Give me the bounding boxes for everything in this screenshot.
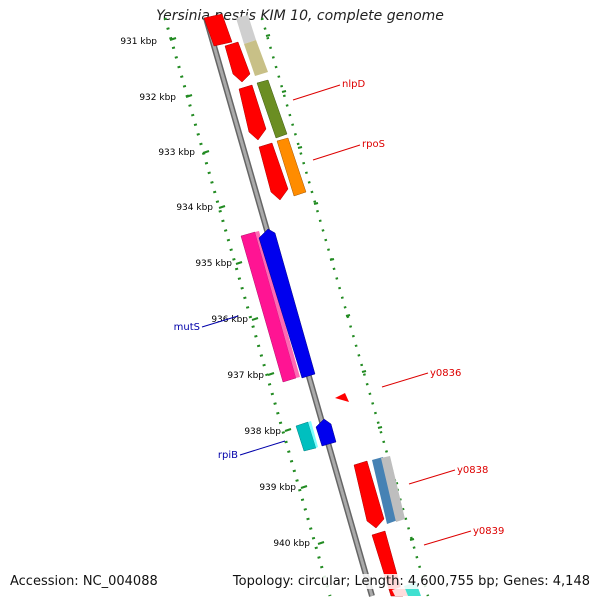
outer-tick <box>281 90 287 93</box>
gene-annotation-block[interactable] <box>381 456 405 522</box>
kbp-label: 939 kbp <box>259 483 296 493</box>
outer-tick <box>329 258 335 261</box>
outer-tick <box>265 34 271 37</box>
callout-line-nlpD <box>292 84 341 101</box>
gene-cds-y0838[interactable] <box>353 460 385 529</box>
gene-feature-y0838[interactable] <box>372 457 398 524</box>
callout-line-rpoS <box>312 144 361 161</box>
gene-cds-rpiB[interactable] <box>315 418 337 447</box>
kbp-tick-940 <box>317 541 325 545</box>
gene-label-rpiB[interactable]: rpiB <box>218 450 238 461</box>
kbp-tick-934 <box>218 205 226 209</box>
outer-tick <box>313 202 319 205</box>
callout-line-rpiB <box>239 440 286 456</box>
kbp-label: 940 kbp <box>273 539 310 549</box>
map-title: Yersinia pestis KIM 10, complete genome <box>156 8 444 24</box>
kbp-tick-935 <box>235 261 243 265</box>
forward-strand-features <box>203 13 421 597</box>
kbp-major-ticks <box>169 37 325 545</box>
kbp-tick-938 <box>284 428 292 432</box>
kbp-tick-937 <box>267 372 275 376</box>
inner-dotted-ring <box>163 17 332 597</box>
kbp-label: 936 kbp <box>211 315 248 325</box>
gene-cds-mutS-reverse[interactable] <box>258 228 316 379</box>
gene-feature-nlpD[interactable] <box>256 79 288 139</box>
kbp-label: 935 kbp <box>195 259 232 269</box>
kbp-label: 934 kbp <box>176 203 213 213</box>
gene-label-y0838[interactable]: y0838 <box>457 465 488 476</box>
gene-callouts <box>201 84 472 546</box>
reverse-strand-features <box>240 228 337 452</box>
gene-label-mutS[interactable]: mutS <box>174 322 200 333</box>
outer-tick <box>377 426 383 429</box>
outer-tick <box>409 538 415 541</box>
kbp-tick-931 <box>169 37 177 41</box>
gene-label-nlpD[interactable]: nlpD <box>342 79 365 90</box>
kbp-tick-939 <box>300 485 308 489</box>
gene-cds-y0836[interactable] <box>335 393 349 402</box>
kbp-tick-933 <box>202 150 210 154</box>
kbp-label: 932 kbp <box>139 93 176 103</box>
gene-feature-rpiB-edge <box>308 421 318 448</box>
gene-label-y0839[interactable]: y0839 <box>473 526 504 537</box>
gene-cds-rpoS[interactable] <box>258 142 289 201</box>
inner-tick-ring: 931 kbp 932 kbp 933 kbp 934 kbp 935 kbp … <box>120 17 332 597</box>
gene-label-y0836[interactable]: y0836 <box>430 368 461 379</box>
accession-text: Accession: NC_004088 <box>10 574 158 589</box>
kbp-label: 931 kbp <box>120 37 157 47</box>
kbp-label: 938 kbp <box>244 427 281 437</box>
kbp-label: 933 kbp <box>158 148 195 158</box>
callout-line-y0836 <box>381 372 429 388</box>
outer-major-ticks <box>265 34 415 541</box>
gene-cds-forward[interactable] <box>224 41 251 83</box>
kbp-tick-936 <box>251 317 259 321</box>
kbp-labels: 931 kbp 932 kbp 933 kbp 934 kbp 935 kbp … <box>120 37 310 549</box>
outer-tick <box>297 146 303 149</box>
outer-tick <box>345 314 351 317</box>
gene-cds-forward[interactable] <box>203 13 233 47</box>
callout-line-y0838 <box>408 469 456 485</box>
callout-line-mutS <box>201 315 239 328</box>
gene-label-rpoS[interactable]: rpoS <box>362 139 385 150</box>
topology-text: Topology: circular; Length: 4,600,755 bp… <box>232 574 590 589</box>
gene-feature-mutS-edge <box>255 231 300 378</box>
gene-cds-nlpD[interactable] <box>238 84 267 141</box>
gene-feature-rpoS[interactable] <box>276 137 307 197</box>
kbp-tick-932 <box>185 94 193 98</box>
kbp-label: 937 kbp <box>227 371 264 381</box>
outer-tick <box>361 370 367 373</box>
gene-annotation-block[interactable] <box>244 40 268 76</box>
gene-labels: nlpD rpoS mutS y0836 rpiB y0838 y0839 <box>174 79 505 537</box>
gene-annotation-block[interactable] <box>236 15 256 44</box>
callout-line-y0839 <box>423 530 472 546</box>
